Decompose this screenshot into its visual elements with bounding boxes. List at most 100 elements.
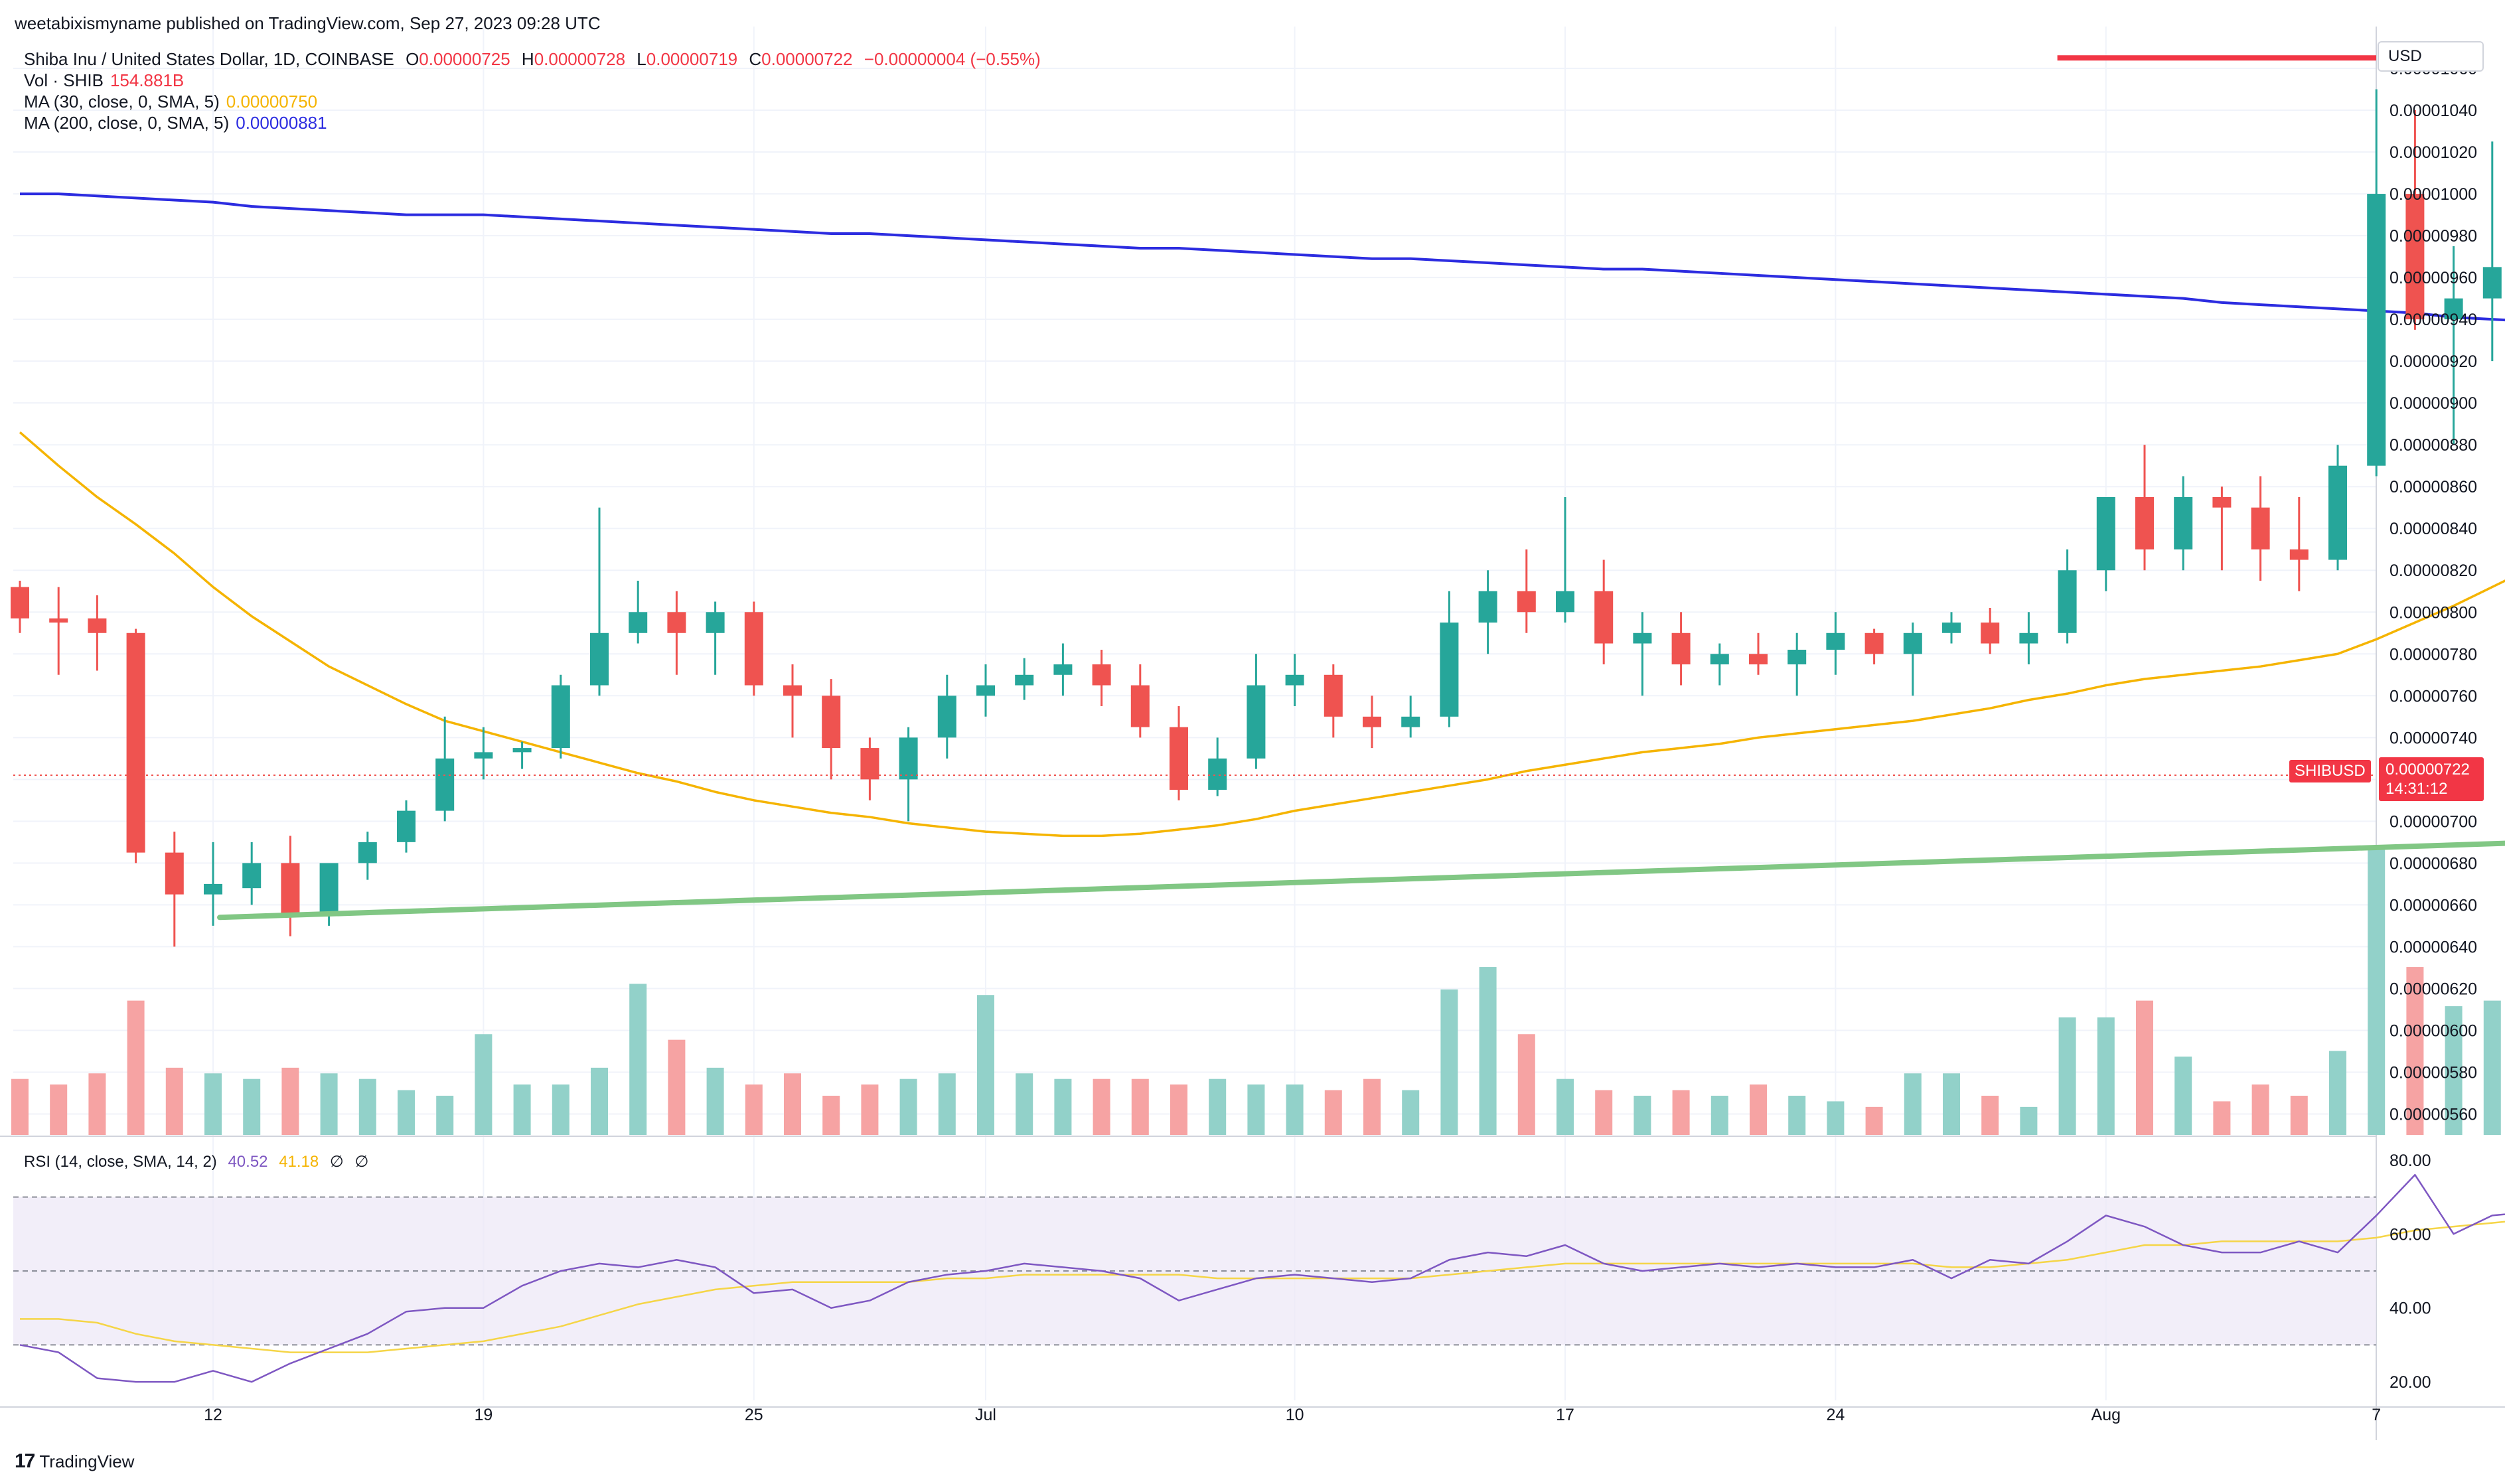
ma30-path (19, 431, 2505, 838)
candle-body (1170, 727, 1188, 790)
ma200-value: 0.00000881 (236, 113, 327, 133)
footer-brand: 17 TradingView (15, 1450, 134, 1473)
candle-body (2251, 507, 2270, 550)
volume-bar (2251, 1084, 2269, 1135)
price-tick-label: 0.00000580 (2390, 1063, 2477, 1082)
price-tick-label: 0.00000680 (2390, 854, 2477, 873)
volume-bar (88, 1073, 106, 1135)
candle-body (629, 612, 648, 633)
volume-bar (1517, 1034, 1535, 1135)
candle-body (860, 748, 879, 780)
rsi-tick-label: 80.00 (2390, 1151, 2431, 1170)
volume-bar (1286, 1084, 1304, 1135)
volume-bar (2058, 1017, 2076, 1135)
candle-body (358, 842, 377, 863)
time-tick-label: 12 (204, 1406, 222, 1424)
candle-body (976, 685, 995, 696)
candle-body (1401, 716, 1420, 727)
price-tick-label: 0.00001040 (2390, 102, 2477, 120)
candle-body (1787, 649, 1807, 665)
grid-lines (0, 27, 2505, 1440)
volume-bar (2368, 850, 2386, 1135)
ohlc-open: O0.00000725 (406, 49, 510, 69)
candle-body (899, 737, 918, 780)
volume-bar (1247, 1084, 1265, 1135)
volume-bar (2136, 1000, 2153, 1135)
brand-name: TradingView (39, 1451, 135, 1471)
volume-bar (1710, 1095, 1728, 1135)
volume-bar (2020, 1106, 2038, 1135)
volume-bar (320, 1073, 338, 1135)
volume-bar (436, 1095, 454, 1135)
volume-bar (1865, 1106, 1883, 1135)
candle-body (1092, 664, 1111, 686)
volume-bar (513, 1084, 531, 1135)
candle-body (937, 696, 956, 738)
candle-body (822, 696, 841, 749)
volume-bar (1556, 1078, 1574, 1135)
time-tick-label: 19 (474, 1406, 493, 1424)
rsi-tick-label: 60.00 (2390, 1225, 2431, 1244)
rsi-legend: RSI (14, close, SMA, 14, 2) 40.52 41.18 … (24, 1152, 375, 1171)
candle-body (1594, 591, 1614, 644)
trend-lines[interactable] (13, 55, 2505, 921)
candle-body (281, 863, 300, 916)
candle-body (551, 685, 570, 749)
time-tick-label: 24 (1826, 1406, 1845, 1424)
candle-body (1247, 685, 1266, 759)
volume-bar (977, 995, 994, 1135)
price-tick-label: 0.00000660 (2390, 896, 2477, 915)
rsi-value: 40.52 (228, 1153, 268, 1171)
rsi-tick-label: 40.00 (2390, 1299, 2431, 1318)
volume-value: 154.881B (110, 70, 185, 90)
volume-bar (1788, 1095, 1806, 1135)
volume-bar (1943, 1073, 1960, 1135)
price-tick-label: 0.00000960 (2390, 269, 2477, 287)
candle-body (1517, 591, 1536, 613)
price-tick-label: 0.00000880 (2390, 436, 2477, 455)
price-tick-label: 0.00000760 (2390, 687, 2477, 705)
price-tick-label: 0.00000940 (2390, 311, 2477, 329)
rsi-label: RSI (14, close, SMA, 14, 2) (24, 1153, 217, 1171)
volume-bar (358, 1078, 376, 1135)
ma200-line (20, 192, 2505, 322)
price-tick-label: 0.00001020 (2390, 143, 2477, 162)
last-price-tag: 0.00000722 14:31:12 (2379, 757, 2484, 801)
ohlc-change: −0.00000004 (−0.55%) (864, 49, 1041, 69)
volume-bar (861, 1084, 879, 1135)
volume-bar (1440, 989, 1458, 1135)
volume-bar (1672, 1090, 1690, 1135)
volume-bar (668, 1039, 686, 1135)
volume-bar (475, 1034, 493, 1135)
volume-bar (2445, 1006, 2463, 1135)
price-tick-label: 0.00000920 (2390, 352, 2477, 371)
published-by: weetabixismyname published on TradingVie… (15, 13, 601, 33)
candle-body (2444, 298, 2463, 320)
tradingview-logo-icon: 17 (15, 1450, 35, 1472)
volume-bar (1324, 1090, 1342, 1135)
candle-body (590, 632, 609, 686)
price-tick-label: 0.00000800 (2390, 603, 2477, 622)
ma30-value: 0.00000750 (226, 92, 318, 111)
candle-body (1015, 674, 1034, 686)
volume-bar (2213, 1101, 2231, 1135)
volume-bar (243, 1078, 261, 1135)
volume-bar (822, 1095, 840, 1135)
price-tick-label: 0.00000860 (2390, 478, 2477, 496)
volume-bar (745, 1084, 763, 1135)
volume-bar (1170, 1084, 1187, 1135)
rsi-sma-value: 41.18 (279, 1153, 319, 1171)
rsi-path (19, 1173, 2505, 1383)
last-price: 0.00000722 (2386, 761, 2470, 779)
currency-selector[interactable]: USD (2378, 41, 2484, 72)
volume-bar (1402, 1090, 1420, 1135)
rsi-sma-path (20, 1221, 2505, 1353)
volume-bar (1209, 1078, 1227, 1135)
volume-bar (2290, 1095, 2308, 1135)
candle-body (2135, 496, 2154, 550)
volume-bar (706, 1067, 724, 1135)
candle-body (1710, 654, 1729, 665)
candle-body (88, 618, 107, 633)
volume-bar (1633, 1095, 1651, 1135)
